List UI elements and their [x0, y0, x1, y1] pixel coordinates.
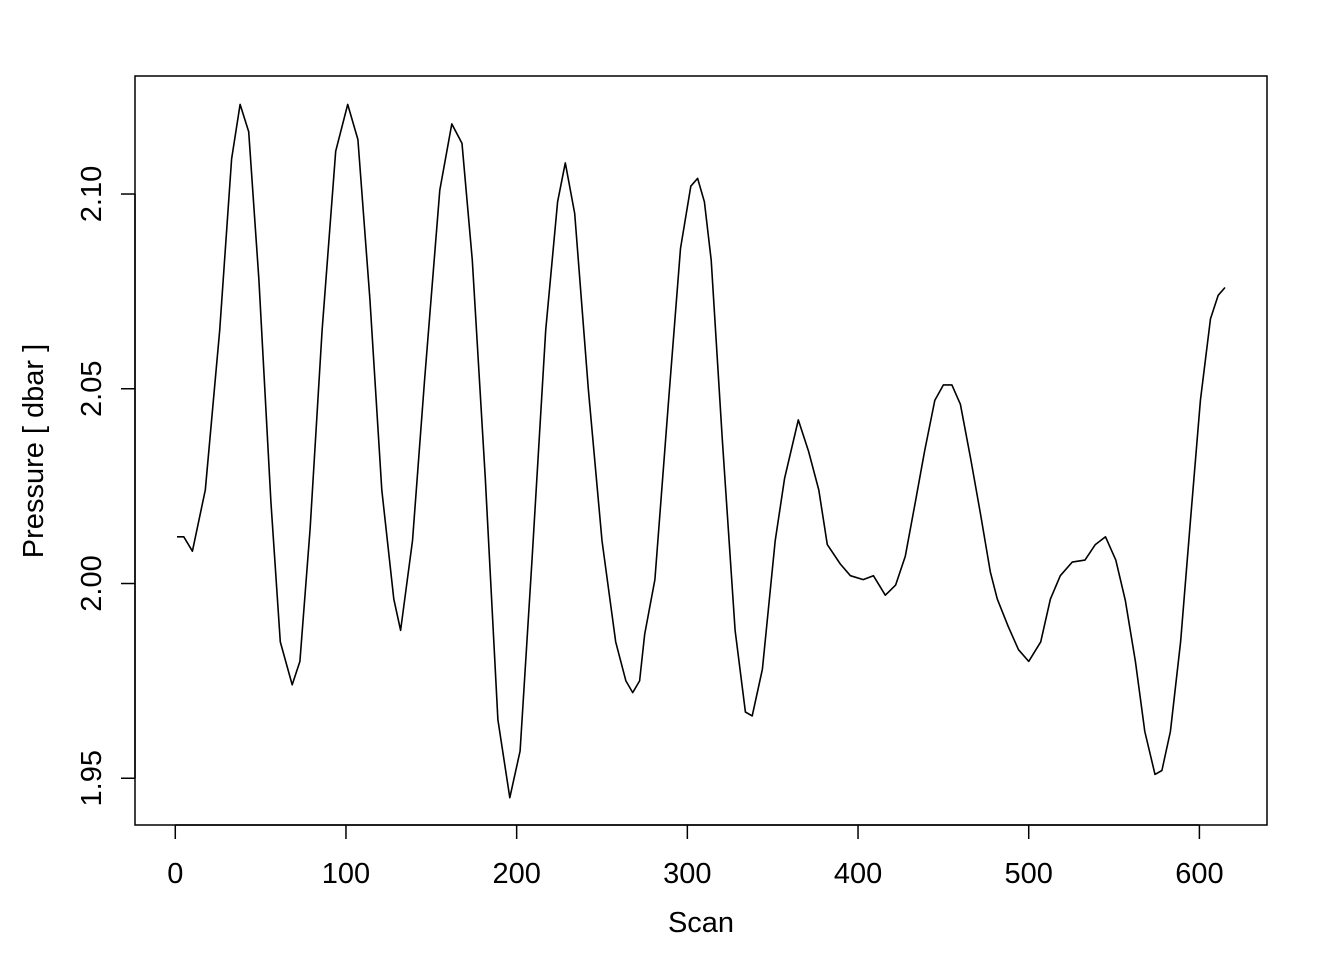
x-tick-label: 100	[322, 858, 370, 890]
pressure-line	[177, 103, 1226, 799]
x-tick-label: 0	[167, 858, 183, 890]
x-axis-title: Scan	[668, 907, 734, 939]
y-tick-label: 2.00	[76, 555, 108, 611]
x-tick-label: 600	[1175, 858, 1223, 890]
x-axis: 0 100 200 300 400 500 600	[167, 824, 1224, 890]
y-axis-title: Pressure [ dbar ]	[18, 344, 50, 558]
y-tick-label: 2.10	[76, 166, 108, 222]
x-tick-label: 500	[1005, 858, 1053, 890]
x-tick-label: 400	[834, 858, 882, 890]
x-tick-label: 200	[492, 858, 540, 890]
y-axis: 1.95 2.00 2.05 2.10	[76, 166, 136, 806]
x-tick-label: 300	[663, 858, 711, 890]
y-tick-label: 1.95	[76, 750, 108, 806]
y-tick-label: 2.05	[76, 361, 108, 417]
